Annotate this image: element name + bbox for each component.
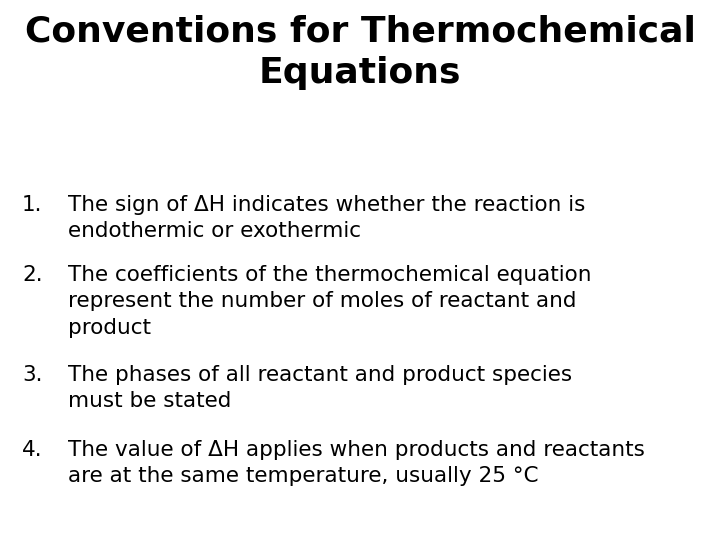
Text: The phases of all reactant and product species
must be stated: The phases of all reactant and product s… <box>68 365 572 411</box>
Text: 3.: 3. <box>22 365 42 385</box>
Text: 1.: 1. <box>22 195 42 215</box>
Text: Conventions for Thermochemical
Equations: Conventions for Thermochemical Equations <box>24 15 696 90</box>
Text: 4.: 4. <box>22 440 42 460</box>
Text: The sign of ΔH indicates whether the reaction is
endothermic or exothermic: The sign of ΔH indicates whether the rea… <box>68 195 585 241</box>
Text: The value of ΔH applies when products and reactants
are at the same temperature,: The value of ΔH applies when products an… <box>68 440 645 487</box>
Text: 2.: 2. <box>22 265 42 285</box>
Text: The coefficients of the thermochemical equation
represent the number of moles of: The coefficients of the thermochemical e… <box>68 265 592 338</box>
